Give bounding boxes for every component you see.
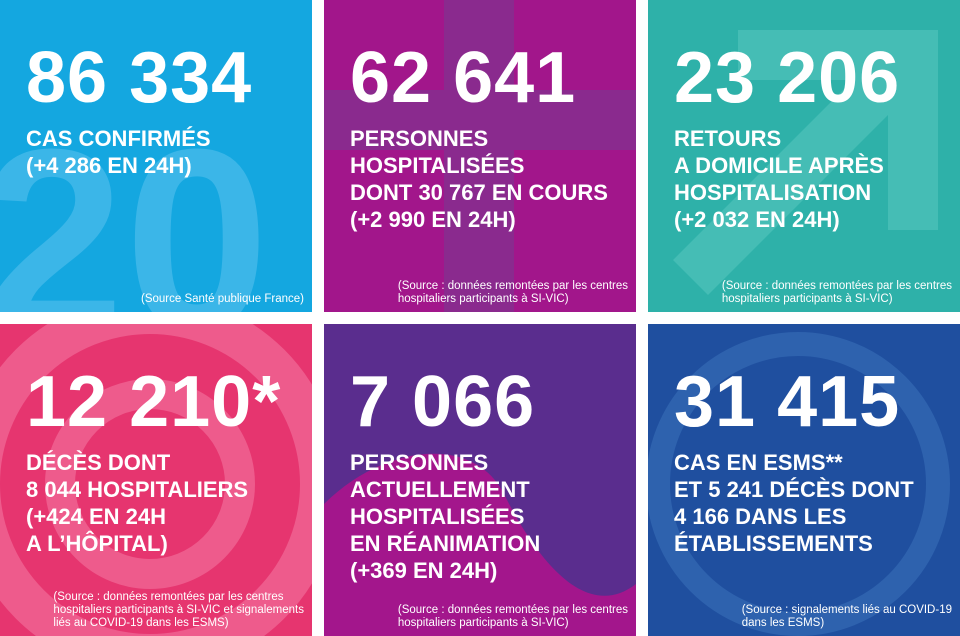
tile: 31 415 CAS EN ESMS** ET 5 241 DÉCÈS DONT 4 … [648,324,960,636]
tile: 12 210* DÉCÈS DONT 8 044 HOSPITALIERS (+424… [0,324,312,636]
label: CAS CONFIRMÉS (+4 286 EN 24H) [26,125,211,179]
tile: 23 206 RETOURS A DOMICILE APRÈS HOSPITALISA… [648,0,960,312]
label-line: RETOURS [674,126,782,151]
source: (Source : signalements liés au COVID-19 d… [742,604,952,630]
source-line: hospitaliers participants à SI-VIC et si… [53,604,304,616]
big-number: 62 641 [350,38,577,118]
label-line: (+4 286 EN 24H) [26,153,192,178]
tile: 7 066 PERSONNES ACTUELLEMENT HOSPITALISÉES E… [324,324,636,636]
label: CAS EN ESMS** ET 5 241 DÉCÈS DONT 4 166 DA… [674,449,914,557]
label-line: 8 044 HOSPITALIERS [26,477,249,502]
label: PERSONNES ACTUELLEMENT HOSPITALISÉES EN RÉA… [350,449,540,584]
label-line: ÉTABLISSEMENTS [674,531,873,556]
decoration [324,0,636,312]
tile: 20 86 334 CAS CONFIRMÉS (+4 286 EN 24H) (So… [0,0,312,312]
label-line: 4 166 DANS LES [674,504,847,529]
source-line: (Source : données remontées par les cent… [397,280,628,292]
source-line: (Source : données remontées par les cent… [53,591,284,603]
label-line: PERSONNES [350,450,489,475]
source-line: hospitaliers participants à SI-VIC) [721,293,893,305]
source: (Source Santé publique France) [141,293,304,306]
label-line: (+2 032 EN 24H) [674,207,840,232]
label-line: EN RÉANIMATION [350,531,541,556]
source: (Source : données remontées par les cent… [398,280,628,306]
source-line: (Source : signalements liés au COVID-19 [741,604,952,616]
label-line: DONT 30 767 EN COURS [350,180,608,205]
big-number: 86 334 [26,38,253,118]
label-line: A L’HÔPITAL) [26,531,168,556]
source: (Source : données remontées par les cent… [53,591,304,630]
big-number: 12 210* [26,362,282,442]
label-line: HOSPITALISATION [674,180,872,205]
label-line: ACTUELLEMENT [350,477,530,502]
label-line: CAS EN ESMS** [674,450,843,475]
big-number: 7 066 [350,362,536,442]
tile: 62 641 PERSONNES HOSPITALISÉES DONT 30 767 … [324,0,636,312]
source-line: (Source : données remontées par les cent… [721,280,952,292]
label-line: DÉCÈS DONT [26,450,171,475]
source-line: hospitaliers participants à SI-VIC) [397,617,569,629]
label: RETOURS A DOMICILE APRÈS HOSPITALISATION (+… [674,125,884,233]
label: PERSONNES HOSPITALISÉES DONT 30 767 EN COU… [350,125,608,233]
label-line: (+369 EN 24H) [350,558,498,583]
label-line: HOSPITALISÉES [350,504,525,529]
label-line: ET 5 241 DÉCÈS DONT [674,477,914,502]
label-line: A DOMICILE APRÈS [674,153,884,178]
label-line: (+2 990 EN 24H) [350,207,516,232]
source-line: liés au COVID-19 dans les ESMS) [53,617,229,629]
big-number: 23 206 [674,38,901,118]
label-line: (+424 EN 24H [26,504,167,529]
decoration [648,332,950,636]
source-line: dans les ESMS) [741,617,825,629]
decoration: 20 [0,96,269,312]
source-line: (Source : données remontées par les cent… [397,604,628,616]
svg-text:20: 20 [0,96,269,312]
source-line: hospitaliers participants à SI-VIC) [397,293,569,305]
decoration [0,324,312,636]
source: (Source : données remontées par les cent… [722,280,952,306]
label: DÉCÈS DONT 8 044 HOSPITALIERS (+424 EN 24H… [26,449,248,557]
label-line: PERSONNES [350,126,489,151]
source: (Source : données remontées par les cent… [398,604,628,630]
source-line: (Source Santé publique France) [140,293,304,305]
decoration [324,453,636,636]
big-number: 31 415 [674,362,901,442]
label-line: CAS CONFIRMÉS [26,126,211,151]
decoration [673,30,938,295]
label-line: HOSPITALISÉES [350,153,525,178]
